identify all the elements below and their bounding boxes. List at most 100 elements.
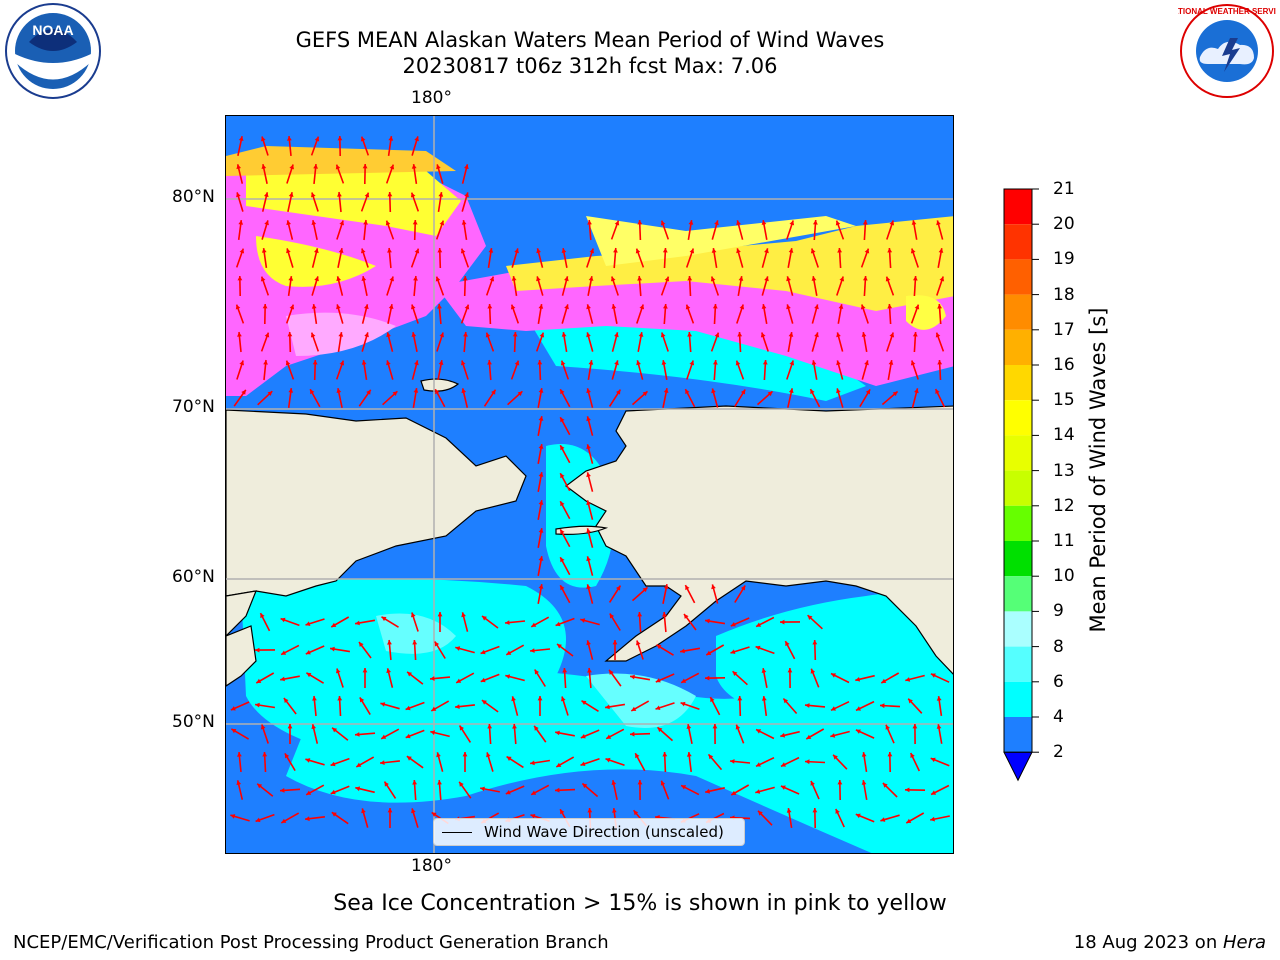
wind-wave-arrow-head: [880, 817, 886, 822]
wind-wave-arrow-head: [605, 757, 611, 763]
wind-wave-arrow-head: [487, 304, 493, 309]
wind-wave-arrow-head: [488, 248, 494, 253]
wind-wave-arrow-head: [885, 276, 891, 282]
wind-wave-arrow-head: [855, 813, 861, 819]
wind-wave-arrow-head: [810, 248, 816, 254]
wind-wave-arrow-head: [262, 752, 268, 757]
wind-wave-arrow-head: [586, 528, 591, 534]
wind-wave-arrow-head: [662, 612, 667, 617]
wind-wave-arrow-head: [314, 248, 319, 254]
wind-wave-arrow-head: [366, 389, 371, 395]
wind-wave-arrow-head: [430, 730, 436, 735]
wind-wave-arrow-head: [910, 360, 916, 366]
map-panel: [225, 115, 954, 854]
wind-wave-arrow-head: [836, 388, 841, 394]
wind-wave-arrow-head: [913, 276, 918, 281]
wind-wave-arrow-head: [781, 762, 786, 767]
wind-wave-arrow-head: [514, 248, 519, 254]
wind-wave-arrow-head: [656, 644, 662, 650]
wind-wave-arrow-head: [755, 789, 761, 794]
wind-wave-arrow-head: [287, 724, 293, 729]
wind-wave-arrow-head: [310, 332, 316, 338]
wind-wave-arrow-head: [889, 332, 895, 338]
wind-wave-arrow-head: [539, 332, 545, 338]
wind-wave-arrow-head: [538, 500, 544, 505]
wind-wave-arrow-head: [655, 705, 661, 710]
wind-wave-arrow-head: [364, 192, 370, 198]
wind-wave-arrow-head: [786, 808, 792, 813]
wind-wave-arrow-head: [914, 388, 919, 394]
wind-wave-arrow-head: [605, 704, 610, 710]
wind-wave-arrow-head: [732, 671, 738, 676]
wind-wave-arrow-head: [410, 192, 416, 198]
colorbar-tick-label: 15: [1053, 390, 1075, 411]
wind-wave-arrow-head: [312, 360, 318, 365]
wind-wave-arrow-head: [456, 678, 462, 683]
wind-wave-arrow-head: [580, 618, 586, 623]
wind-wave-arrow-head: [861, 780, 867, 785]
colorbar-tick-label: 14: [1053, 425, 1075, 446]
wind-wave-arrow-head: [489, 276, 495, 282]
wind-wave-arrow-head: [305, 816, 310, 822]
wind-wave-arrow-head: [436, 164, 441, 170]
wind-wave-arrow-head: [687, 276, 693, 281]
wind-wave-arrow-head: [411, 164, 417, 169]
wind-wave-arrow-head: [305, 650, 311, 655]
wind-wave-arrow-head: [511, 696, 516, 702]
wind-wave-arrow-head: [560, 809, 565, 815]
wind-wave-arrow-head: [560, 529, 565, 535]
wind-wave-arrow-head: [865, 389, 871, 395]
wind-wave-arrow-head: [261, 136, 266, 142]
lat-label-50: 50°N: [172, 712, 215, 732]
wind-wave-arrow-head: [411, 332, 417, 337]
wind-wave-arrow-head: [680, 648, 685, 654]
wind-wave-arrow-head: [331, 622, 337, 627]
wind-wave-arrow-head: [231, 728, 237, 734]
wind-wave-arrow-head: [381, 616, 387, 622]
wind-wave-arrow-head: [359, 697, 365, 703]
wind-wave-arrow-head: [836, 360, 841, 366]
wind-wave-arrow-head: [437, 612, 443, 617]
wind-wave-arrow-head: [586, 444, 591, 450]
wind-wave-arrow-head: [767, 391, 773, 397]
wind-wave-arrow-head: [392, 391, 398, 396]
wind-wave-arrow-head: [564, 276, 569, 282]
wind-wave-arrow-head: [805, 759, 810, 765]
wind-wave-arrow-head: [281, 818, 287, 823]
wind-wave-arrow-head: [930, 757, 936, 763]
wind-wave-arrow-head: [936, 220, 941, 226]
wind-wave-arrow-head: [436, 752, 441, 758]
wind-wave-arrow-head: [586, 472, 591, 478]
wind-wave-arrow-head: [385, 220, 391, 226]
wind-wave-arrow-head: [431, 706, 437, 711]
wind-wave-arrow-head: [380, 702, 386, 707]
wind-wave-arrow-head: [239, 360, 244, 366]
wind-wave-arrow-head: [663, 388, 669, 393]
wind-wave-arrow-head: [361, 808, 366, 814]
wind-wave-arrow-head: [414, 248, 420, 254]
wind-wave-arrow-head: [262, 304, 268, 309]
wind-wave-arrow-head: [406, 756, 412, 761]
wind-wave-arrow-head: [506, 650, 512, 655]
wind-wave-arrow-head: [616, 585, 621, 591]
wind-wave-arrow-head: [637, 276, 642, 281]
wind-wave-arrow-head: [510, 304, 516, 310]
wind-wave-arrow-head: [286, 220, 291, 226]
wind-wave-arrow-head: [631, 706, 637, 711]
wind-wave-arrow-head: [885, 724, 890, 730]
colorbar-segment: [1004, 681, 1032, 717]
map-gridlines: [226, 116, 953, 853]
wind-wave-arrow-head: [280, 788, 285, 793]
wind-wave-arrow-head: [810, 668, 816, 674]
wind-wave-arrow-head: [405, 705, 411, 711]
wind-wave-arrow-head: [614, 332, 619, 338]
wind-wave-arrow-head: [287, 136, 292, 141]
wind-wave-arrow-head: [412, 220, 418, 225]
wind-wave-arrow-head: [937, 304, 942, 309]
wind-wave-arrow-head: [712, 724, 718, 729]
wind-wave-arrow-head: [288, 276, 294, 281]
lat-label-70: 70°N: [172, 397, 215, 417]
wind-wave-arrow-head: [730, 759, 735, 764]
wind-wave-arrow-head: [611, 276, 616, 282]
wind-wave-arrow-head: [740, 389, 746, 395]
